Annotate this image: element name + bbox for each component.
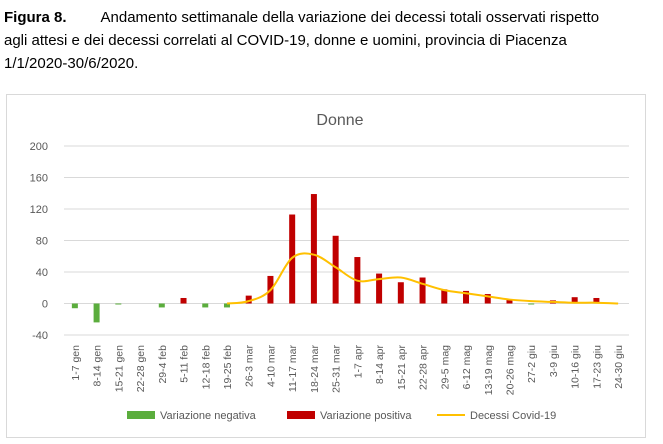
bar-positive — [245, 295, 252, 304]
bar-positive — [419, 277, 426, 304]
bar-negative — [202, 303, 209, 308]
x-tick-label: 29-5 mag — [439, 345, 451, 390]
x-tick-label: 27-2 giu — [526, 345, 538, 383]
y-tick-label: 80 — [36, 236, 48, 248]
bar-positive — [571, 297, 578, 304]
y-tick-label: 120 — [30, 204, 48, 216]
x-tick-label: 8-14 gen — [92, 345, 104, 387]
legend: Variazione negativa Variazione positiva De… — [127, 410, 556, 422]
figure-caption: Figura 8. Andamento settimanale della var… — [4, 6, 659, 75]
x-tick-label: 17-23 giu — [591, 345, 603, 389]
y-tick-label: 0 — [42, 299, 48, 311]
x-tick-label: 22-28 apr — [418, 345, 430, 390]
x-tick-label: 3-9 giu — [548, 345, 560, 377]
x-tick-label: 11-17 mar — [287, 344, 299, 392]
chart-title: Donne — [316, 112, 363, 129]
y-tick-label: 160 — [30, 173, 48, 185]
y-tick-label: 200 — [30, 141, 48, 153]
x-tick-label: 1-7 apr — [352, 345, 364, 379]
legend-swatch — [127, 411, 155, 419]
bar-negative — [115, 303, 122, 305]
bar-positive — [441, 289, 448, 304]
legend-swatch — [287, 411, 315, 419]
caption-line-3: 1/1/2020-30/6/2020. — [4, 55, 139, 72]
x-tick-label: 1-7 gen — [70, 345, 82, 381]
y-axis-ticks: -40 0 40 80 120 160 200 — [30, 141, 48, 342]
caption-line-2: agli attesi e dei decessi correlati al C… — [4, 32, 567, 49]
covid-line — [226, 252, 619, 305]
bar-negative — [93, 303, 100, 323]
bar-positive — [506, 299, 513, 304]
x-tick-label: 22-28 gen — [135, 345, 147, 392]
bar-positive — [180, 297, 187, 304]
legend-label: Decessi Covid-19 — [470, 410, 556, 422]
x-tick-label: 20-26 mag — [504, 345, 516, 395]
bar-positive — [397, 282, 404, 304]
x-tick-label: 18-24 mar — [309, 345, 321, 393]
x-tick-label: 12-18 feb — [200, 345, 212, 390]
chart-frame: Donne -40 0 40 80 120 160 200 1-7 gen 8-14 gen 1… — [6, 94, 646, 438]
x-tick-label: 15-21 apr — [396, 345, 408, 390]
bar-negative — [71, 303, 78, 309]
bar-positive — [332, 235, 339, 304]
x-tick-label: 13-19 mag — [483, 345, 495, 395]
y-tick-label: 40 — [36, 267, 48, 279]
x-tick-label: 8-14 apr — [374, 344, 386, 384]
bar-positive — [593, 297, 600, 304]
x-tick-label: 15-21 gen — [113, 345, 125, 392]
bar-negative — [528, 303, 535, 305]
figure-label: Figura 8. — [4, 9, 67, 26]
gridlines — [64, 145, 629, 336]
bar-positive — [310, 194, 317, 304]
legend-label: Variazione negativa — [160, 410, 257, 422]
x-tick-label: 19-25 feb — [222, 345, 234, 390]
x-tick-label: 25-31 mar — [331, 345, 343, 393]
covid-line-path — [226, 252, 619, 305]
y-tick-label: -40 — [32, 330, 48, 342]
x-tick-label: 4-10 mar — [265, 344, 277, 387]
x-tick-label: 26-3 mar — [244, 344, 256, 387]
x-tick-label: 24-30 giu — [613, 345, 625, 389]
x-tick-label: 10-16 giu — [570, 345, 582, 389]
bar-positive — [463, 290, 470, 304]
bar-positive — [484, 294, 491, 304]
x-tick-label: 29-4 feb — [157, 345, 169, 384]
bar-negative — [223, 303, 230, 308]
bar-negative — [158, 303, 165, 308]
legend-label: Variazione positiva — [320, 410, 412, 422]
x-tick-label: 6-12 mag — [461, 345, 473, 390]
bar-positive — [376, 273, 383, 304]
x-axis-ticks: 1-7 gen 8-14 gen 15-21 gen 22-28 gen 29-4 fe… — [70, 344, 625, 395]
caption-line-1: Andamento settimanale della variazione d… — [100, 9, 600, 26]
x-tick-label: 5-11 feb — [179, 345, 191, 383]
